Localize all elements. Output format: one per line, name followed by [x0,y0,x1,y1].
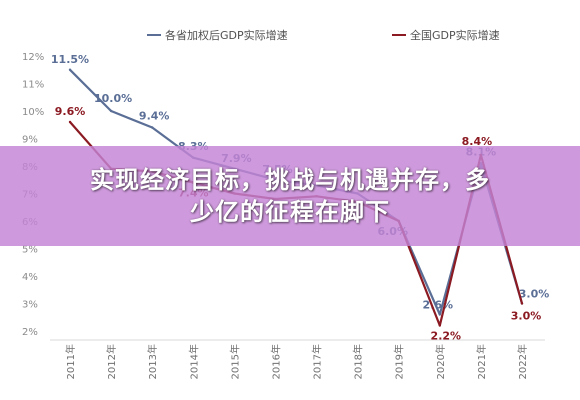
data-label: 11.5% [51,53,89,66]
y-tick-label: 3% [22,300,38,311]
legend-label: 全国GDP实际增速 [410,28,500,42]
data-point [150,126,154,129]
data-label: 2.6% [423,299,454,312]
x-tick-label: 2020年 [434,344,447,379]
data-point [68,120,72,124]
data-label: 10.0% [94,92,132,105]
x-tick-label: 2012年 [105,344,118,379]
x-tick-label: 2016年 [269,344,282,379]
y-tick-label: 2% [22,327,38,338]
x-tick-label: 2011年 [64,344,77,379]
headline-line-1: 实现经济目标，挑战与机遇并存，多 [90,166,490,194]
x-tick-label: 2013年 [146,344,159,379]
y-tick-label: 11% [22,80,44,91]
x-tick-label: 2021年 [475,344,488,379]
data-label: 2.2% [431,330,462,343]
data-label: 3.0% [511,310,542,323]
y-tick-label: 4% [22,272,38,283]
y-tick-label: 12% [22,52,44,63]
x-tick-label: 2017年 [311,344,324,379]
y-tick-label: 10% [22,107,44,118]
headline-banner [0,146,580,246]
y-tick-label: 5% [22,245,38,256]
data-point [520,302,524,305]
data-label: 8.4% [462,135,493,148]
legend-label: 各省加权后GDP实际增速 [165,28,288,42]
y-tick-label: 9% [22,135,38,146]
data-point [109,109,113,113]
data-label: 9.6% [55,105,86,118]
data-point [68,68,72,71]
headline-line-2: 少亿的征程在脚下 [190,198,390,226]
x-tick-label: 2022年 [516,344,529,379]
data-point [438,313,442,316]
x-tick-label: 2014年 [187,344,200,379]
x-tick-label: 2019年 [393,344,406,379]
data-label: 9.4% [139,110,170,123]
data-label: 3.0% [519,288,550,301]
data-point [438,324,442,327]
x-tick-label: 2018年 [352,344,365,379]
x-tick-label: 2015年 [228,344,241,379]
headline: 实现经济目标，挑战与机遇并存，多 少亿的征程在脚下 [20,164,560,228]
